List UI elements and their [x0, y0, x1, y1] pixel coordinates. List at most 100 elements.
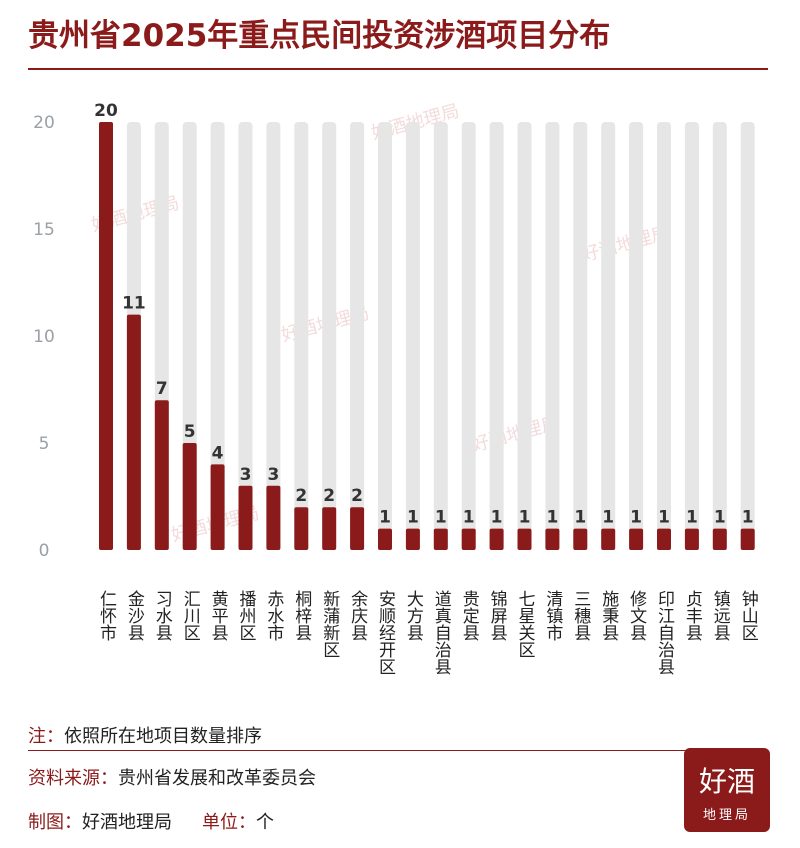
- unit-text: 个: [256, 812, 274, 833]
- bar-background: [601, 122, 616, 550]
- x-tick-label: 黄平县: [208, 590, 229, 641]
- x-tick-label: 镇远县: [710, 590, 731, 641]
- bar-background: [573, 122, 588, 550]
- x-tick-label: 印江自治县: [654, 590, 675, 675]
- bar: [405, 528, 420, 550]
- bar-background: [322, 122, 337, 550]
- bar-background: [489, 122, 504, 550]
- x-tick-label: 赤水市: [263, 590, 284, 641]
- x-tick-label: 余庆县: [347, 590, 368, 641]
- bar: [182, 443, 197, 550]
- x-tick-label: 贞丰县: [682, 590, 703, 641]
- brand-logo: 好酒 地理局: [684, 748, 770, 832]
- x-tick-label: 播州区: [236, 590, 257, 641]
- unit-key: 单位：: [202, 812, 256, 833]
- data-label: 2: [351, 486, 363, 506]
- bar-background: [545, 122, 560, 550]
- data-label: 1: [435, 508, 447, 528]
- bar: [238, 485, 253, 550]
- source-key: 资料来源：: [28, 768, 118, 789]
- data-label: 4: [212, 443, 224, 463]
- bar: [294, 507, 309, 550]
- x-tick-label: 大方县: [403, 590, 424, 641]
- data-label: 1: [519, 508, 531, 528]
- x-tick-label: 仁怀市: [96, 590, 117, 641]
- chart-title: 贵州省2025年重点民间投资涉酒项目分布: [28, 18, 611, 54]
- data-label: 20: [94, 101, 118, 121]
- data-label: 1: [463, 508, 475, 528]
- data-label: 1: [630, 508, 642, 528]
- bar-background: [266, 122, 281, 550]
- data-label: 1: [574, 508, 586, 528]
- data-label: 2: [295, 486, 307, 506]
- logo-line2: 地理局: [702, 808, 751, 823]
- bar: [322, 507, 337, 550]
- bar: [573, 528, 588, 550]
- bar-background: [405, 122, 420, 550]
- footer-divider: [28, 750, 688, 751]
- title-divider: [28, 68, 768, 70]
- bar-background: [461, 122, 476, 550]
- x-tick-label: 钟山区: [738, 590, 759, 641]
- bar-background: [238, 122, 253, 550]
- x-tick-label: 修文县: [626, 590, 647, 641]
- bar: [266, 485, 281, 550]
- x-tick-label: 清镇市: [542, 590, 563, 641]
- x-tick-label: 金沙县: [124, 590, 145, 641]
- x-tick-label: 桐梓县: [291, 590, 312, 641]
- y-tick-label: 10: [33, 327, 55, 347]
- bar: [99, 122, 113, 550]
- data-label: 1: [658, 508, 670, 528]
- bar-background: [210, 122, 225, 550]
- data-label: 7: [156, 379, 168, 399]
- bar: [712, 528, 727, 550]
- bar: [210, 464, 225, 550]
- bar: [461, 528, 476, 550]
- data-label: 1: [546, 508, 558, 528]
- bar: [740, 528, 755, 550]
- bar: [517, 528, 532, 550]
- data-label: 1: [714, 508, 726, 528]
- x-tick-label: 贵定县: [459, 590, 480, 641]
- bar: [657, 528, 671, 550]
- y-tick-label: 0: [39, 541, 50, 561]
- bar-background: [684, 122, 699, 550]
- bar-background: [294, 122, 309, 550]
- x-tick-label: 三穗县: [570, 590, 591, 641]
- bar: [601, 528, 616, 550]
- bar: [433, 528, 448, 550]
- bar-background: [629, 122, 644, 550]
- bar-background: [517, 122, 532, 550]
- data-label: 11: [122, 294, 146, 314]
- bar-background: [433, 122, 448, 550]
- data-label: 1: [602, 508, 614, 528]
- x-tick-label: 习水县: [152, 590, 173, 641]
- y-tick-label: 15: [33, 220, 55, 240]
- bar: [350, 507, 365, 550]
- data-label: 1: [379, 508, 391, 528]
- x-tick-label: 汇川区: [180, 590, 201, 641]
- bar-background: [350, 122, 365, 550]
- data-label: 2: [323, 486, 335, 506]
- maker-key: 制图：: [28, 812, 82, 833]
- credits: 制图：好酒地理局 单位：个: [28, 808, 274, 834]
- bar: [684, 528, 699, 550]
- x-tick-label: 新蒲新区: [319, 590, 340, 658]
- data-label: 3: [267, 465, 279, 485]
- maker-text: 好酒地理局: [82, 812, 172, 833]
- note-text: 依照所在地项目数量排序: [64, 726, 262, 747]
- source-text: 贵州省发展和改革委员会: [118, 768, 316, 789]
- bar-chart: 0510152020仁怀市11金沙县7习水县5汇川区4黄平县3播州区3赤水市2桐…: [33, 101, 759, 675]
- data-label: 3: [240, 465, 252, 485]
- source: 资料来源：贵州省发展和改革委员会: [28, 764, 316, 790]
- bar-background: [712, 122, 727, 550]
- data-label: 1: [491, 508, 503, 528]
- y-tick-label: 5: [39, 434, 50, 454]
- bar: [545, 528, 560, 550]
- bar-background: [740, 122, 755, 550]
- bar: [378, 528, 392, 550]
- bar: [489, 528, 504, 550]
- x-tick-label: 锦屏县: [487, 590, 508, 641]
- data-label: 5: [184, 422, 196, 442]
